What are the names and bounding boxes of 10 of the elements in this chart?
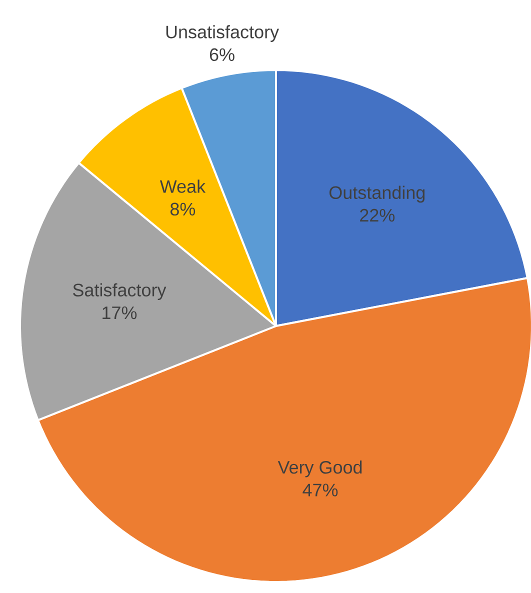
data-label: 17% (102, 306, 137, 320)
data-label: 22% (360, 208, 395, 222)
slice-label: Outstanding (329, 186, 425, 203)
slice-label: Satisfactory (73, 283, 166, 300)
data-label: 6% (210, 48, 234, 62)
slice-label: Unsatisfactory (166, 25, 280, 42)
slice-label: Weak (160, 180, 206, 193)
data-label: 47% (302, 484, 338, 496)
slice-label: Very Good (278, 460, 362, 478)
data-label: 8% (170, 202, 196, 216)
